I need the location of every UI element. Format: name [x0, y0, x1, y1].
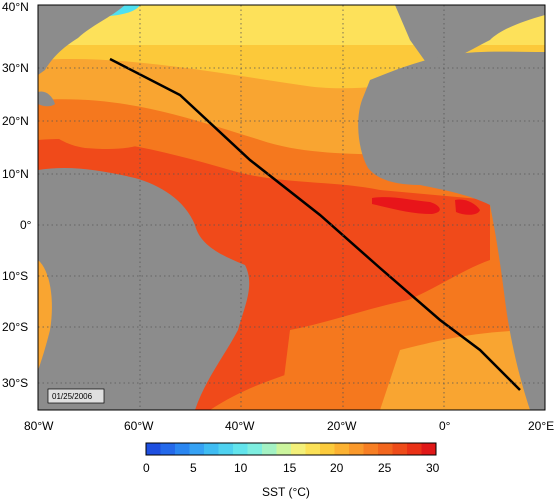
sst-hot-spot-east [455, 199, 480, 215]
lon-label: 60°W [124, 419, 154, 433]
sst-caribbean [45, 110, 150, 150]
colorbar-swatch [407, 443, 422, 455]
colorbar-tick: 30 [426, 461, 440, 475]
sst-pacific-coast [38, 260, 52, 370]
colorbar-tick: 5 [190, 461, 197, 475]
date-stamp: 01/25/2006 [52, 392, 93, 401]
lat-label: 10°S [2, 269, 28, 283]
colorbar-tick: 0 [143, 461, 150, 475]
lon-label: 20°E [528, 419, 554, 433]
colorbar-swatch [320, 443, 335, 455]
colorbar-tick: 15 [283, 461, 297, 475]
lat-label: 20°S [2, 320, 28, 334]
colorbar-swatch [160, 443, 176, 455]
lat-label: 40°N [2, 0, 29, 14]
land-caribbean [38, 91, 55, 107]
graticule [38, 5, 545, 410]
date-stamp-box [47, 388, 105, 404]
colorbar-swatch [276, 443, 292, 455]
transect-line [109, 57, 521, 391]
sst-south-light [380, 330, 545, 410]
colorbar-swatch [291, 443, 306, 455]
colorbar-swatch [349, 443, 364, 455]
colorbar-tick: 20 [330, 461, 344, 475]
lat-label: 0° [20, 218, 32, 232]
colorbar-tick: 10 [234, 461, 248, 475]
colorbar-frame [145, 442, 437, 456]
colorbar-swatch [421, 443, 437, 455]
sst-field [38, 5, 545, 410]
colorbar-swatch [363, 443, 379, 455]
colorbar-swatch [305, 443, 321, 455]
colorbar-swatch [378, 443, 393, 455]
colorbar [146, 443, 437, 455]
lat-label: 20°N [2, 114, 29, 128]
lat-label: 10°N [2, 167, 29, 181]
land-europe [395, 5, 545, 68]
colorbar-swatch [189, 443, 205, 455]
sst-hot-spot [372, 197, 440, 214]
lon-label: 0° [439, 419, 451, 433]
colorbar-swatch [247, 443, 263, 455]
lat-label: 30°N [2, 61, 29, 75]
colorbar-swatch [204, 443, 219, 455]
lon-label: 20°W [327, 419, 357, 433]
colorbar-tick: 25 [378, 461, 392, 475]
colorbar-swatch [175, 443, 190, 455]
colorbar-swatch [392, 443, 408, 455]
colorbar-swatch [334, 443, 350, 455]
land-south-america [38, 167, 250, 410]
lon-label: 40°W [225, 419, 255, 433]
map-frame [37, 4, 546, 411]
lon-labels: 80°W 60°W 40°W 20°W 0° 20°E [24, 419, 554, 433]
lat-label: 30°S [2, 376, 28, 390]
colorbar-title: SST (°C) [262, 485, 310, 499]
colorbar-swatch [262, 443, 277, 455]
colorbar-swatch [218, 443, 234, 455]
land-africa [358, 51, 545, 410]
colorbar-swatch [146, 443, 161, 455]
colorbar-swatch [233, 443, 248, 455]
lat-labels: 40°N 30°N 20°N 10°N 0° 10°S 20°S 30°S [2, 0, 32, 390]
lon-label: 80°W [24, 419, 54, 433]
land-north-america [38, 5, 125, 75]
colorbar-ticks: 0 5 10 15 20 25 30 [143, 461, 440, 475]
